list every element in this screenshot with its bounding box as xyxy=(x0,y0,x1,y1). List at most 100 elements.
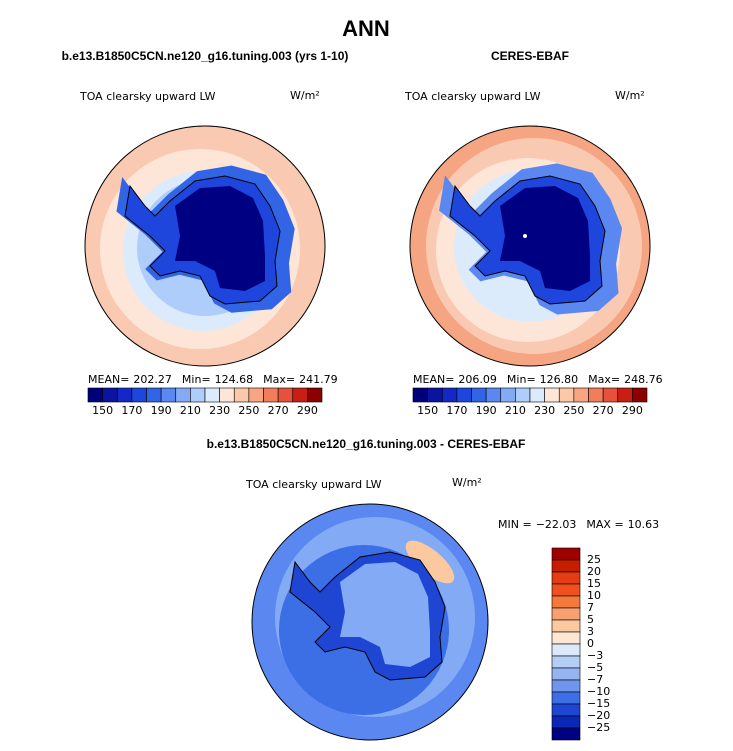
colorbar-box xyxy=(146,387,162,403)
colorbar-label: 250 xyxy=(563,404,584,417)
stat-value: 124.68 xyxy=(215,373,254,386)
colorbar-label: 210 xyxy=(180,404,201,417)
colorbar-label: −5 xyxy=(587,661,603,674)
colorbar-label: −3 xyxy=(587,649,603,662)
colorbar-box xyxy=(551,619,581,633)
colorbar-label: 210 xyxy=(505,404,526,417)
colorbar-label: 230 xyxy=(209,404,230,417)
stats: MEAN= 202.27 Min= 124.68 Max= 241.79 xyxy=(88,373,338,386)
colorbar-box xyxy=(551,655,581,669)
colorbar-box xyxy=(219,387,235,403)
colorbar-box xyxy=(160,387,177,403)
colorbar-box xyxy=(456,387,472,403)
colorbar-box xyxy=(529,387,545,403)
colorbar-label: 15 xyxy=(587,577,601,590)
panel-title: b.e13.B1850C5CN.ne120_g16.tuning.003 (yr… xyxy=(62,49,349,63)
colorbar-label: 290 xyxy=(297,404,318,417)
colorbar-label: 190 xyxy=(151,404,172,417)
colorbar-label: 3 xyxy=(587,625,594,638)
stat-value: 126.80 xyxy=(540,373,579,386)
map-model xyxy=(84,125,326,367)
colorbar-box xyxy=(277,387,294,403)
colorbar-box xyxy=(292,387,308,403)
stats: MIN = −22.03 MAX = 10.63 xyxy=(498,518,659,531)
colorbar-box xyxy=(500,387,516,403)
colorbar-box xyxy=(617,387,633,403)
colorbar-box xyxy=(551,643,581,657)
stat-label: Min= xyxy=(182,373,211,386)
stat-value: 206.09 xyxy=(458,373,497,386)
colorbar-label: 25 xyxy=(587,553,601,566)
field-name: TOA clearsky upward LW xyxy=(404,90,541,103)
colorbar-box xyxy=(551,715,581,729)
colorbar-box xyxy=(102,387,118,403)
colorbar-box xyxy=(204,387,220,403)
colorbar-box xyxy=(412,387,428,403)
colorbar-box xyxy=(551,631,581,645)
colorbar-label: 20 xyxy=(587,565,601,578)
field-name: TOA clearsky upward LW xyxy=(245,478,382,491)
colorbar-box xyxy=(441,387,458,403)
colorbar-box xyxy=(588,387,604,403)
colorbar-label: 0 xyxy=(587,637,594,650)
colorbar-box xyxy=(551,583,581,597)
colorbar-box xyxy=(233,387,250,403)
stat-label: MAX = xyxy=(586,518,623,531)
stat-value: −22.03 xyxy=(536,518,577,531)
panel-title: b.e13.B1850C5CN.ne120_g16.tuning.003 - C… xyxy=(207,437,526,451)
colorbar-label: 7 xyxy=(587,601,594,614)
colorbar-label: 10 xyxy=(587,589,601,602)
colorbar-label: 270 xyxy=(593,404,614,417)
stat-value: 10.63 xyxy=(628,518,660,531)
colorbar-box xyxy=(190,387,206,403)
units: W/m² xyxy=(290,89,320,102)
colorbar-label: −25 xyxy=(587,721,610,734)
stat-label: Max= xyxy=(588,373,620,386)
colorbar-label: 170 xyxy=(446,404,467,417)
colorbar-label: −15 xyxy=(587,697,610,710)
colorbar-label: 150 xyxy=(92,404,113,417)
colorbar-box xyxy=(573,387,589,403)
colorbar-label: 170 xyxy=(121,404,142,417)
colorbar-label: 230 xyxy=(534,404,555,417)
map-obs xyxy=(409,125,651,367)
colorbar-box xyxy=(551,679,581,693)
colorbar-label: −20 xyxy=(587,709,610,722)
colorbar-box xyxy=(427,387,443,403)
colorbar-box xyxy=(263,387,279,403)
colorbar-label: −7 xyxy=(587,673,603,686)
units: W/m² xyxy=(615,89,645,102)
colorbar-box xyxy=(551,607,581,621)
colorbar-label: 270 xyxy=(268,404,289,417)
colorbar-box xyxy=(515,387,531,403)
stat-value: 248.76 xyxy=(624,373,663,386)
colorbar-box xyxy=(551,595,581,609)
colorbar-box xyxy=(551,727,581,741)
colorbar-box xyxy=(602,387,619,403)
colorbar-box xyxy=(558,387,575,403)
field-name: TOA clearsky upward LW xyxy=(79,90,216,103)
colorbar-box xyxy=(248,387,264,403)
colorbar-box xyxy=(551,571,581,585)
colorbar-box xyxy=(116,387,133,403)
colorbar-box xyxy=(175,387,191,403)
colorbar-box xyxy=(307,387,323,403)
colorbar-box xyxy=(551,667,581,681)
map-diff xyxy=(251,503,489,741)
colorbar-label: 150 xyxy=(417,404,438,417)
colorbar-box xyxy=(471,387,487,403)
stat-label: Max= xyxy=(263,373,295,386)
colorbar-box xyxy=(544,387,560,403)
stat-label: MIN = xyxy=(498,518,532,531)
stat-value: 241.79 xyxy=(299,373,338,386)
colorbar-box xyxy=(551,559,581,573)
stats: MEAN= 206.09 Min= 126.80 Max= 248.76 xyxy=(413,373,663,386)
colorbar-label: 190 xyxy=(476,404,497,417)
colorbar-box xyxy=(632,387,648,403)
colorbar-box xyxy=(485,387,502,403)
colorbar-label: 250 xyxy=(238,404,259,417)
colorbar-label: 290 xyxy=(622,404,643,417)
stat-label: Min= xyxy=(507,373,536,386)
panel-title: CERES-EBAF xyxy=(491,49,569,63)
